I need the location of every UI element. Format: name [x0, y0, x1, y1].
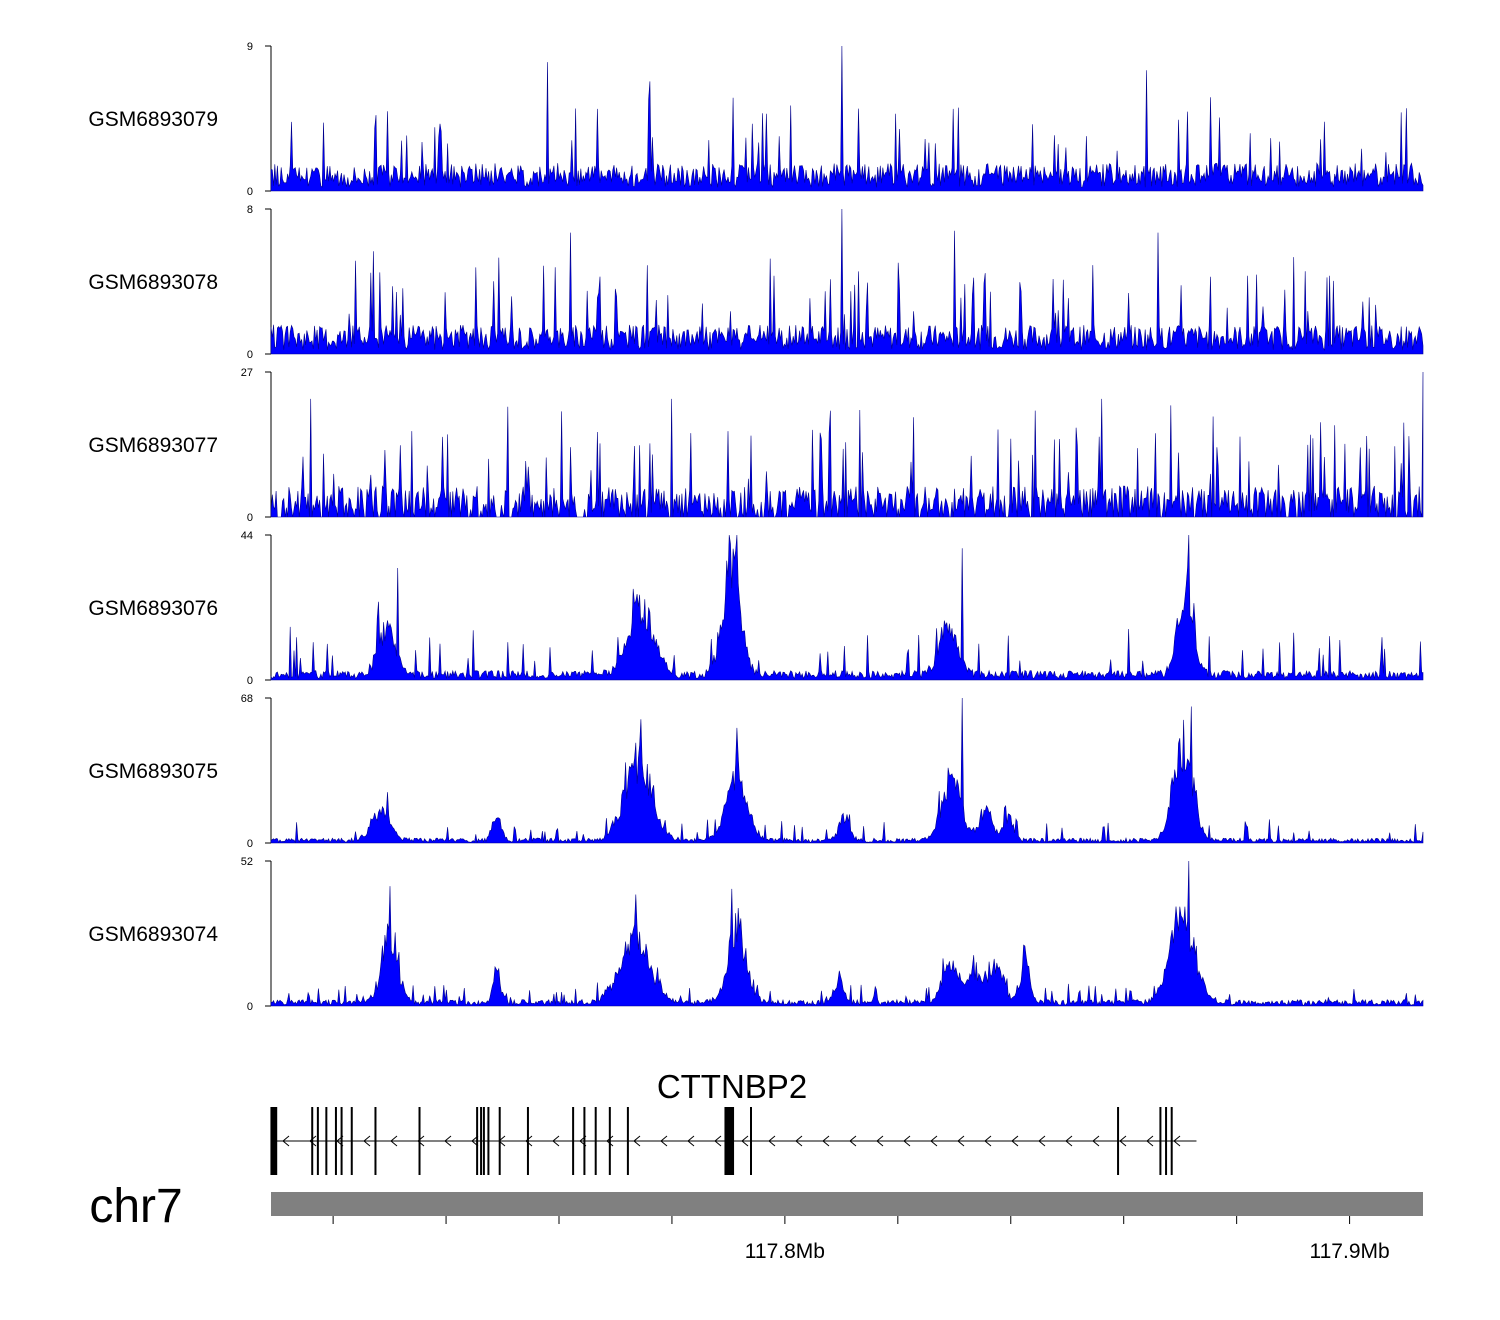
strand-arrow — [795, 1135, 803, 1147]
strand-arrow — [930, 1135, 938, 1147]
data-tracks: GSM689307990GSM689307880GSM6893077270GSM… — [88, 41, 1424, 1013]
track-GSM6893075: GSM6893075 68 0 — [88, 693, 1424, 850]
signal-area — [270, 860, 1424, 1007]
strand-arrow — [1173, 1135, 1181, 1147]
x-tick-label: 117.9Mb — [1310, 1240, 1390, 1263]
gene-annotation-track: CTTNBP2 — [270, 1068, 1197, 1175]
x-axis-ticks: 117.8Mb 117.9Mb — [332, 1216, 1390, 1263]
strand-arrow — [957, 1135, 965, 1147]
gene-exon — [572, 1107, 575, 1175]
y-tick-label-min: 0 — [247, 838, 253, 850]
track-label: GSM6893077 — [88, 434, 218, 457]
strand-arrow — [741, 1135, 749, 1147]
strand-arrow — [1146, 1135, 1154, 1147]
strand-arrow — [714, 1135, 722, 1147]
strand-arrow — [606, 1135, 614, 1147]
strand-arrow — [390, 1135, 398, 1147]
gene-exon — [487, 1107, 490, 1175]
gene-exon — [626, 1107, 629, 1175]
strand-arrow — [822, 1135, 830, 1147]
signal-area — [270, 45, 1424, 192]
signal-area — [270, 371, 1424, 518]
track-label: GSM6893078 — [88, 271, 218, 294]
gene-exon — [1170, 1107, 1173, 1175]
strand-arrow — [1092, 1135, 1100, 1147]
track-label: GSM6893076 — [88, 597, 218, 620]
strand-arrow — [417, 1135, 425, 1147]
gene-exon — [498, 1107, 501, 1175]
signal-area — [270, 208, 1424, 355]
gene-exon — [1117, 1107, 1120, 1175]
genome-axis: chr7 117.8Mb 117.9Mb — [89, 1180, 1423, 1263]
strand-arrow — [444, 1135, 452, 1147]
gene-exon — [482, 1107, 485, 1175]
chromosome-ideogram-bar — [271, 1192, 1423, 1216]
strand-arrow — [768, 1135, 776, 1147]
gene-exon — [1165, 1107, 1168, 1175]
track-GSM6893078: GSM6893078 8 0 — [88, 204, 1424, 361]
gene-exon — [334, 1107, 337, 1175]
strand-arrow — [525, 1135, 533, 1147]
signal-area — [270, 697, 1424, 844]
gene-exon — [480, 1107, 483, 1175]
gene-exon — [374, 1107, 377, 1175]
gene-model — [270, 1107, 1197, 1175]
track-GSM6893074: GSM6893074 52 0 — [88, 856, 1424, 1013]
y-tick-label-min: 0 — [247, 512, 253, 524]
gene-exon — [350, 1107, 353, 1175]
gene-exon — [316, 1107, 319, 1175]
gene-exon — [1159, 1107, 1162, 1175]
strand-arrow — [1038, 1135, 1046, 1147]
track-GSM6893076: GSM6893076 44 0 — [88, 530, 1424, 687]
gene-exon-thick — [724, 1107, 735, 1175]
strand-arrow — [552, 1135, 560, 1147]
strand-arrow — [903, 1135, 911, 1147]
y-tick-label-min: 0 — [247, 1001, 253, 1013]
strand-arrow — [633, 1135, 641, 1147]
strand-arrow — [1065, 1135, 1073, 1147]
track-GSM6893079: GSM6893079 9 0 — [88, 41, 1424, 198]
y-tick-label-max: 52 — [241, 856, 253, 868]
gene-exon — [325, 1107, 328, 1175]
gene-exon — [583, 1107, 586, 1175]
gene-name-label: CTTNBP2 — [657, 1068, 807, 1105]
gene-exon-thick — [270, 1107, 278, 1175]
strand-arrow — [363, 1135, 371, 1147]
gene-exon — [750, 1107, 752, 1175]
strand-arrow — [849, 1135, 857, 1147]
y-tick-label-max: 9 — [247, 41, 253, 53]
strand-arrow — [876, 1135, 884, 1147]
strand-arrow — [282, 1135, 290, 1147]
y-tick-label-max: 8 — [247, 204, 253, 216]
strand-arrow — [984, 1135, 992, 1147]
x-tick-label: 117.8Mb — [745, 1240, 825, 1263]
track-label: GSM6893074 — [88, 923, 218, 946]
signal-area — [270, 534, 1424, 681]
y-tick-label-min: 0 — [247, 349, 253, 361]
gene-exon — [526, 1107, 529, 1175]
strand-arrow — [1119, 1135, 1127, 1147]
y-tick-label-max: 68 — [241, 693, 253, 705]
gene-exon — [340, 1107, 343, 1175]
gene-exon — [418, 1107, 421, 1175]
y-tick-label-min: 0 — [247, 675, 253, 687]
strand-arrow — [1011, 1135, 1019, 1147]
gene-exon — [608, 1107, 611, 1175]
gene-exon — [476, 1107, 479, 1175]
gene-exon — [311, 1107, 314, 1175]
track-label: GSM6893079 — [88, 108, 218, 131]
strand-arrow — [660, 1135, 668, 1147]
strand-arrow — [687, 1135, 695, 1147]
y-tick-label-max: 27 — [241, 367, 253, 379]
strand-arrow — [309, 1135, 317, 1147]
chromosome-label: chr7 — [89, 1180, 182, 1233]
y-tick-label-min: 0 — [247, 186, 253, 198]
gene-exon — [594, 1107, 597, 1175]
track-label: GSM6893075 — [88, 760, 218, 783]
track-GSM6893077: GSM6893077 27 0 — [88, 367, 1424, 524]
strand-arrow — [471, 1135, 479, 1147]
y-tick-label-max: 44 — [241, 530, 253, 542]
